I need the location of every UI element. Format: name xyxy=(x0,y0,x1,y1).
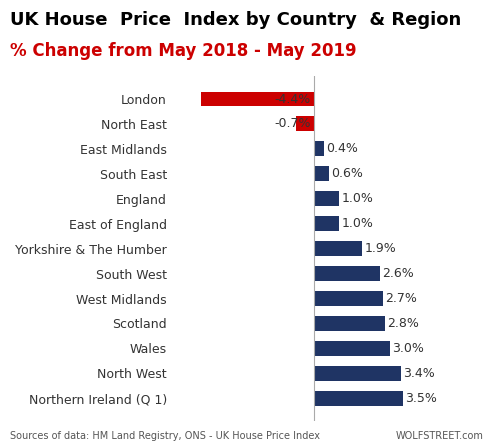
Bar xyxy=(314,216,339,231)
Bar xyxy=(314,241,362,256)
Bar xyxy=(314,391,403,406)
Text: 3.4%: 3.4% xyxy=(403,367,434,380)
Text: 2.7%: 2.7% xyxy=(385,292,417,305)
Text: 2.6%: 2.6% xyxy=(382,267,414,280)
Bar xyxy=(314,341,390,356)
Text: Sources of data: HM Land Registry, ONS - UK House Price Index: Sources of data: HM Land Registry, ONS -… xyxy=(10,431,320,441)
Bar xyxy=(314,141,324,157)
Text: 3.0%: 3.0% xyxy=(392,342,424,355)
Text: 1.0%: 1.0% xyxy=(341,192,373,205)
Text: % Change from May 2018 - May 2019: % Change from May 2018 - May 2019 xyxy=(10,42,356,60)
Text: 0.4%: 0.4% xyxy=(326,142,358,155)
Text: WOLFSTREET.com: WOLFSTREET.com xyxy=(395,431,483,441)
Text: 3.5%: 3.5% xyxy=(405,392,437,405)
Text: -4.4%: -4.4% xyxy=(274,92,311,106)
Bar xyxy=(314,316,386,331)
Text: -0.7%: -0.7% xyxy=(274,117,311,130)
Text: UK House  Price  Index by Country  & Region: UK House Price Index by Country & Region xyxy=(10,11,461,29)
Bar xyxy=(314,291,383,306)
Bar xyxy=(201,91,314,107)
Text: 2.8%: 2.8% xyxy=(387,317,419,330)
Text: 1.0%: 1.0% xyxy=(341,217,373,230)
Bar xyxy=(314,266,380,281)
Bar xyxy=(314,366,401,381)
Text: 0.6%: 0.6% xyxy=(331,167,363,180)
Bar xyxy=(296,116,314,132)
Bar xyxy=(314,166,329,182)
Text: 1.9%: 1.9% xyxy=(364,242,396,255)
Bar xyxy=(314,191,339,206)
